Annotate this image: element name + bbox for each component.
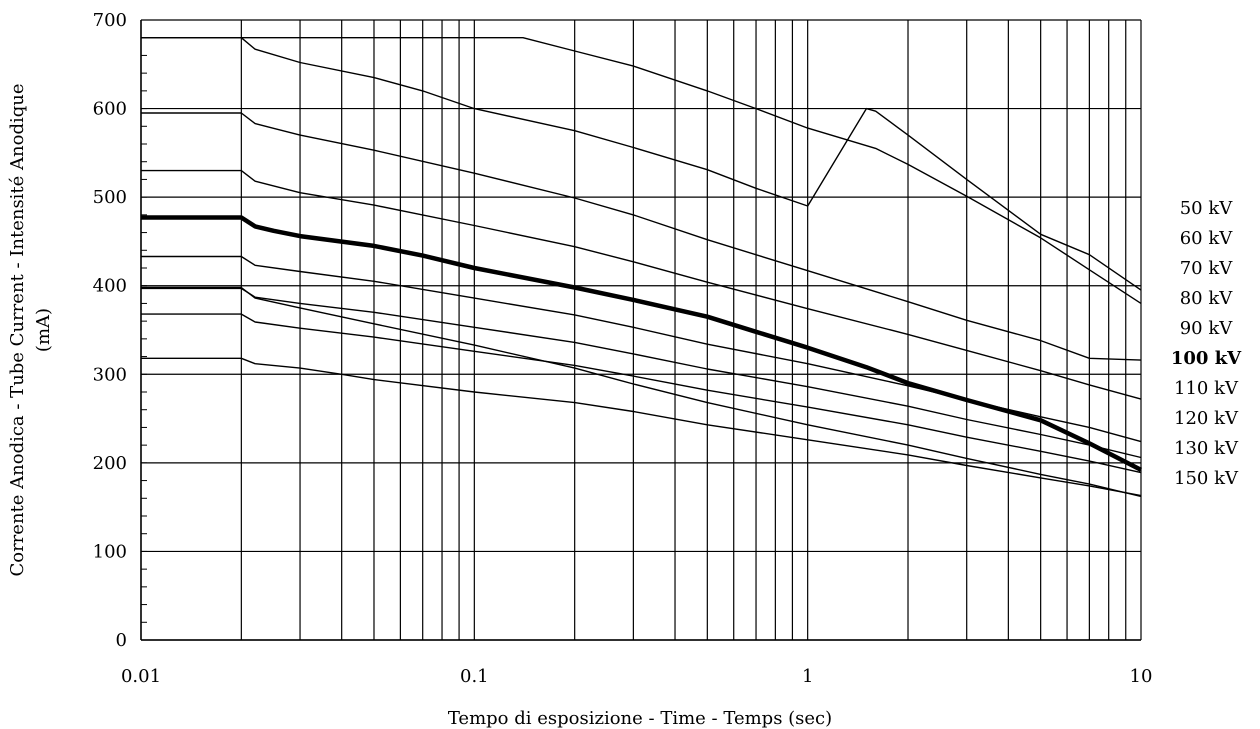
x-tick-label: 0.1 <box>460 666 489 687</box>
y-tick-label: 0 <box>116 630 127 651</box>
x-tick-label: 10 <box>1130 666 1153 687</box>
grid <box>140 19 1142 641</box>
legend-label: 90 kV <box>1180 318 1234 339</box>
y-tick-label: 500 <box>93 187 127 208</box>
y-tick-label: 400 <box>93 276 127 297</box>
series-lines <box>141 37 1143 498</box>
x-tick-label: 1 <box>802 666 813 687</box>
legend-label: 80 kV <box>1180 288 1234 309</box>
y-tick-label: 200 <box>93 453 127 474</box>
tick-labels: 0 100 200 300 400 500 600 700 0.01 0.1 1 10 <box>93 10 1153 687</box>
x-axis-title: Tempo di esposizione - Time - Temps (sec… <box>448 708 832 729</box>
legend-label: 150 kV <box>1174 468 1239 489</box>
legend-label: 130 kV <box>1174 438 1239 459</box>
legend-label: 100 kV <box>1171 348 1242 369</box>
series-line <box>141 112 1142 361</box>
legend-label: 110 kV <box>1174 378 1239 399</box>
series-line <box>141 255 1142 443</box>
legend-label: 60 kV <box>1180 228 1234 249</box>
y-tick-label: 700 <box>93 10 127 31</box>
legend-label: 70 kV <box>1180 258 1234 279</box>
axes <box>140 19 1141 641</box>
series-line <box>141 169 1142 400</box>
series-line <box>141 215 1143 472</box>
series-line <box>141 313 1142 474</box>
series-line <box>141 357 1142 497</box>
legend: 50 kV 60 kV 70 kV 80 kV 90 kV 100 kV 110 kV 120… <box>1171 198 1242 489</box>
y-tick-label: 100 <box>93 541 127 562</box>
series-line <box>141 37 1142 304</box>
y-axis-unit: (mA) <box>33 308 54 352</box>
x-tick-label: 0.01 <box>121 666 161 687</box>
y-tick-label: 300 <box>93 364 127 385</box>
legend-label: 50 kV <box>1180 198 1234 219</box>
series-line <box>141 287 1142 459</box>
series-line <box>141 286 1142 498</box>
y-axis-title: Corrente Anodica - Tube Current - Intens… <box>7 83 28 576</box>
legend-label: 120 kV <box>1174 408 1239 429</box>
y-tick-label: 600 <box>93 99 127 120</box>
series-line <box>141 37 1142 291</box>
